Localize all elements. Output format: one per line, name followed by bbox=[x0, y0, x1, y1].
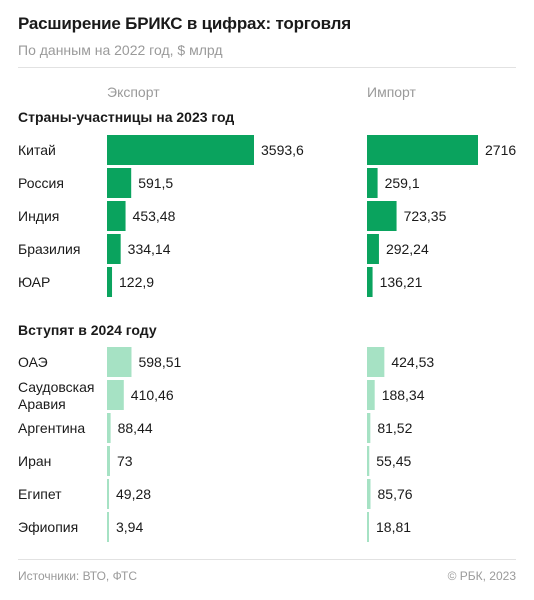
export-value-label: 410,46 bbox=[131, 387, 174, 403]
export-bar bbox=[107, 267, 113, 297]
export-bar bbox=[107, 234, 121, 264]
country-label: Саудовская bbox=[18, 379, 94, 395]
section-title-members: Страны-участницы на 2023 год bbox=[18, 109, 235, 125]
export-value-label: 453,48 bbox=[133, 208, 176, 224]
export-column-header: Экспорт bbox=[107, 84, 160, 100]
import-bar bbox=[367, 479, 371, 509]
country-label: ОАЭ bbox=[18, 354, 48, 370]
export-bar bbox=[107, 201, 126, 231]
chart-title: Расширение БРИКС в цифрах: торговля bbox=[18, 14, 351, 33]
import-bar bbox=[367, 413, 371, 443]
import-bar bbox=[367, 267, 373, 297]
export-value-label: 3,94 bbox=[116, 519, 143, 535]
export-bar bbox=[107, 446, 110, 476]
country-label: Эфиопия bbox=[18, 519, 78, 535]
export-value-label: 598,51 bbox=[138, 354, 181, 370]
import-bar bbox=[367, 135, 478, 165]
export-bar bbox=[107, 168, 132, 198]
import-value-label: 188,34 bbox=[382, 387, 425, 403]
import-value-label: 259,1 bbox=[385, 175, 420, 191]
export-bar bbox=[107, 347, 132, 377]
import-value-label: 81,52 bbox=[377, 420, 412, 436]
country-label: Индия bbox=[18, 208, 59, 224]
export-bar bbox=[107, 135, 254, 165]
import-bar bbox=[367, 446, 370, 476]
header-divider bbox=[18, 67, 516, 68]
import-value-label: 55,45 bbox=[376, 453, 411, 469]
import-bar bbox=[367, 201, 397, 231]
import-bar bbox=[367, 168, 378, 198]
export-value-label: 122,9 bbox=[119, 274, 154, 290]
import-value-label: 85,76 bbox=[378, 486, 413, 502]
import-value-label: 723,35 bbox=[404, 208, 447, 224]
export-bar bbox=[107, 512, 109, 542]
import-column-header: Импорт bbox=[367, 84, 416, 100]
import-value-label: 136,21 bbox=[380, 274, 423, 290]
country-label: Аравия bbox=[18, 396, 66, 412]
export-value-label: 73 bbox=[117, 453, 133, 469]
footer-divider bbox=[18, 559, 516, 560]
import-value-label: 18,81 bbox=[376, 519, 411, 535]
chart-subtitle: По данным на 2022 год, $ млрд bbox=[18, 42, 223, 58]
export-value-label: 88,44 bbox=[118, 420, 153, 436]
import-value-label: 292,24 bbox=[386, 241, 429, 257]
export-bar bbox=[107, 479, 110, 509]
export-bar bbox=[107, 413, 111, 443]
country-label: Бразилия bbox=[18, 241, 80, 257]
country-label: Китай bbox=[18, 142, 56, 158]
copyright-note: © РБК, 2023 bbox=[447, 569, 516, 583]
export-value-label: 49,28 bbox=[116, 486, 151, 502]
export-value-label: 3593,6 bbox=[261, 142, 304, 158]
country-label: ЮАР bbox=[18, 274, 50, 290]
import-bar bbox=[367, 380, 375, 410]
import-bar bbox=[367, 512, 369, 542]
section-title-new-members: Вступят в 2024 году bbox=[18, 322, 157, 338]
import-value-label: 424,53 bbox=[391, 354, 434, 370]
country-label: Россия bbox=[18, 175, 64, 191]
bar-chart: Китай 3593,6 2716 Россия 591,5 259,1 Индия 453,… bbox=[18, 135, 516, 542]
country-label: Аргентина bbox=[18, 420, 85, 436]
source-note: Источники: ВТО, ФТС bbox=[18, 569, 138, 583]
import-value-label: 2716 bbox=[485, 142, 516, 158]
export-bar bbox=[107, 380, 124, 410]
import-bar bbox=[367, 347, 385, 377]
export-value-label: 334,14 bbox=[128, 241, 171, 257]
country-label: Иран bbox=[18, 453, 51, 469]
import-bar bbox=[367, 234, 379, 264]
export-value-label: 591,5 bbox=[138, 175, 173, 191]
country-label: Египет bbox=[18, 486, 62, 502]
